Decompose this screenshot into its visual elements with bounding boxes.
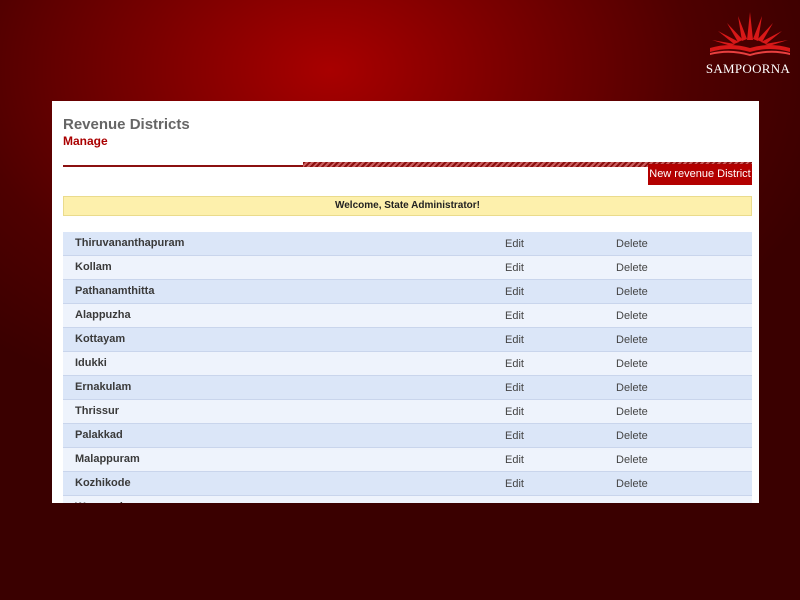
welcome-banner: Welcome, State Administrator! [63,196,752,216]
table-row: Kozhikode Edit Delete [63,472,752,496]
district-name: Kozhikode [75,477,131,489]
edit-link[interactable]: Edit [505,502,524,503]
delete-link[interactable]: Delete [616,478,648,490]
edit-link[interactable]: Edit [505,430,524,442]
table-row: Wayanad Edit Delete [63,496,752,503]
district-name: Thrissur [75,405,120,417]
table-row: Pathanamthitta Edit Delete [63,280,752,304]
district-name: Malappuram [75,453,140,465]
delete-link[interactable]: Delete [616,382,648,394]
page-subtitle: Manage [63,134,108,148]
table-row: Ernakulam Edit Delete [63,376,752,400]
district-name: Kottayam [75,333,126,345]
delete-link[interactable]: Delete [616,358,648,370]
delete-link[interactable]: Delete [616,406,648,418]
district-table: Thiruvananthapuram Edit Delete Kollam Edit De… [63,232,752,503]
delete-link[interactable]: Delete [616,310,648,322]
district-name: Alappuzha [75,309,131,321]
district-name: Kollam [75,261,112,273]
district-name: Thiruvananthapuram [75,237,185,249]
edit-link[interactable]: Edit [505,406,524,418]
district-name: Idukki [75,357,107,369]
delete-link[interactable]: Delete [616,430,648,442]
sampoorna-logo: SAMPOORNA [700,10,796,80]
delete-link[interactable]: Delete [616,262,648,274]
edit-link[interactable]: Edit [505,262,524,274]
page-title: Revenue Districts [63,116,190,133]
edit-link[interactable]: Edit [505,238,524,250]
table-row: Palakkad Edit Delete [63,424,752,448]
new-revenue-district-button[interactable]: New revenue District [648,164,752,185]
district-name: Wayanad [75,501,123,503]
district-name: Palakkad [75,429,123,441]
delete-link[interactable]: Delete [616,238,648,250]
delete-link[interactable]: Delete [616,502,648,503]
edit-link[interactable]: Edit [505,454,524,466]
delete-link[interactable]: Delete [616,286,648,298]
table-row: Alappuzha Edit Delete [63,304,752,328]
district-name: Pathanamthitta [75,285,155,297]
app-screen: Revenue Districts Manage New revenue Dis… [52,101,759,503]
header-divider-stripe [303,162,752,167]
table-row: Thiruvananthapuram Edit Delete [63,232,752,256]
header-divider [63,165,303,167]
logo-text: SAMPOORNA [705,61,791,76]
district-name: Ernakulam [75,381,132,393]
table-row: Thrissur Edit Delete [63,400,752,424]
edit-link[interactable]: Edit [505,382,524,394]
table-row: Kottayam Edit Delete [63,328,752,352]
lotus-book-icon [710,12,790,56]
table-row: Idukki Edit Delete [63,352,752,376]
edit-link[interactable]: Edit [505,310,524,322]
edit-link[interactable]: Edit [505,334,524,346]
edit-link[interactable]: Edit [505,358,524,370]
table-row: Malappuram Edit Delete [63,448,752,472]
table-row: Kollam Edit Delete [63,256,752,280]
edit-link[interactable]: Edit [505,286,524,298]
delete-link[interactable]: Delete [616,454,648,466]
delete-link[interactable]: Delete [616,334,648,346]
edit-link[interactable]: Edit [505,478,524,490]
